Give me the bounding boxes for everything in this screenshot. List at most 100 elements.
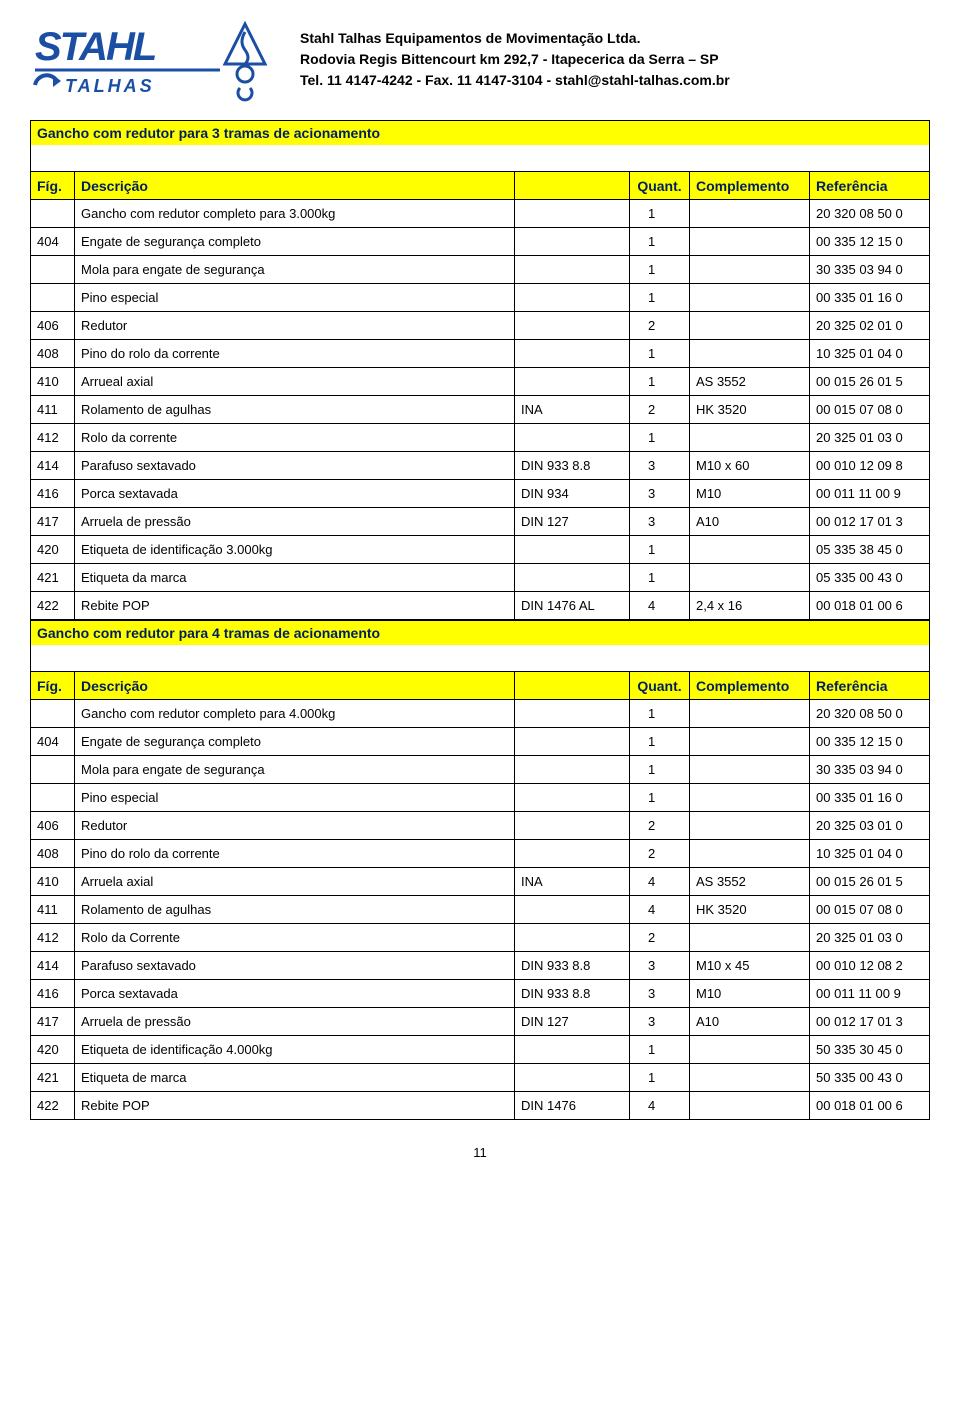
cell-comp [690, 536, 810, 564]
cell-comp [690, 228, 810, 256]
cell-fig: 412 [31, 924, 75, 952]
cell-fig: 408 [31, 340, 75, 368]
cell-fig: 412 [31, 424, 75, 452]
column-header: Descrição [75, 672, 515, 700]
cell-ref: 30 335 03 94 0 [810, 756, 930, 784]
cell-comp: A10 [690, 508, 810, 536]
cell-desc: Pino especial [75, 284, 515, 312]
company-logo: STAHL TALHAS [30, 20, 280, 105]
cell-fig [31, 200, 75, 228]
cell-qty: 1 [630, 256, 690, 284]
column-header: Referência [810, 672, 930, 700]
cell-ref: 00 012 17 01 3 [810, 1008, 930, 1036]
svg-text:TALHAS: TALHAS [65, 76, 155, 96]
cell-comp [690, 756, 810, 784]
cell-ref: 00 018 01 00 6 [810, 1092, 930, 1120]
cell-qty: 1 [630, 424, 690, 452]
cell-desc: Etiqueta da marca [75, 564, 515, 592]
cell-spec: DIN 1476 AL [515, 592, 630, 620]
cell-qty: 2 [630, 812, 690, 840]
cell-fig: 410 [31, 868, 75, 896]
cell-qty: 2 [630, 840, 690, 868]
cell-desc: Pino especial [75, 784, 515, 812]
cell-comp [690, 312, 810, 340]
cell-ref: 00 012 17 01 3 [810, 508, 930, 536]
cell-desc: Rolamento de agulhas [75, 896, 515, 924]
cell-qty: 3 [630, 452, 690, 480]
table-row: 404Engate de segurança completo100 335 1… [31, 728, 930, 756]
cell-qty: 3 [630, 508, 690, 536]
cell-qty: 1 [630, 200, 690, 228]
cell-ref: 50 335 30 45 0 [810, 1036, 930, 1064]
column-header: Quant. [630, 172, 690, 200]
cell-desc: Mola para engate de segurança [75, 256, 515, 284]
cell-comp [690, 564, 810, 592]
cell-spec [515, 1036, 630, 1064]
cell-comp: M10 x 60 [690, 452, 810, 480]
cell-comp: HK 3520 [690, 896, 810, 924]
table-row: 412Rolo da Corrente220 325 01 03 0 [31, 924, 930, 952]
cell-fig: 410 [31, 368, 75, 396]
company-contact: Tel. 11 4147-4242 - Fax. 11 4147-3104 - … [300, 70, 730, 91]
cell-comp: A10 [690, 1008, 810, 1036]
table-row: 417Arruela de pressãoDIN 1273A1000 012 1… [31, 1008, 930, 1036]
cell-qty: 3 [630, 952, 690, 980]
cell-fig: 411 [31, 396, 75, 424]
cell-comp [690, 1036, 810, 1064]
cell-qty: 1 [630, 728, 690, 756]
cell-desc: Rolo da Corrente [75, 924, 515, 952]
cell-ref: 30 335 03 94 0 [810, 256, 930, 284]
cell-comp [690, 340, 810, 368]
cell-desc: Rolo da corrente [75, 424, 515, 452]
cell-comp: M10 x 45 [690, 952, 810, 980]
cell-spec [515, 256, 630, 284]
cell-ref: 10 325 01 04 0 [810, 340, 930, 368]
page-number: 11 [30, 1145, 930, 1160]
table-row: Mola para engate de segurança 1 30 335 03 … [31, 256, 930, 284]
cell-qty: 3 [630, 1008, 690, 1036]
cell-qty: 1 [630, 284, 690, 312]
cell-qty: 4 [630, 592, 690, 620]
table-row: 410Arruela axialINA4AS 355200 015 26 01 … [31, 868, 930, 896]
cell-desc: Gancho com redutor completo para 3.000kg [75, 200, 515, 228]
cell-spec [515, 700, 630, 728]
cell-comp [690, 840, 810, 868]
cell-ref: 20 325 02 01 0 [810, 312, 930, 340]
column-header: Quant. [630, 672, 690, 700]
cell-desc: Arruela de pressão [75, 508, 515, 536]
column-header [515, 672, 630, 700]
cell-ref: 00 010 12 09 8 [810, 452, 930, 480]
cell-fig: 416 [31, 980, 75, 1008]
cell-ref: 00 015 07 08 0 [810, 896, 930, 924]
cell-desc: Arruela de pressão [75, 1008, 515, 1036]
cell-desc: Parafuso sextavado [75, 952, 515, 980]
cell-qty: 1 [630, 228, 690, 256]
cell-desc: Arrueal axial [75, 368, 515, 396]
cell-desc: Rebite POP [75, 1092, 515, 1120]
cell-fig: 408 [31, 840, 75, 868]
cell-desc: Gancho com redutor completo para 4.000kg [75, 700, 515, 728]
table-row: 420Etiqueta de identificação 4.000kg150 … [31, 1036, 930, 1064]
table-row: 410Arrueal axial1AS 355200 015 26 01 5 [31, 368, 930, 396]
cell-spec: DIN 933 8.8 [515, 452, 630, 480]
section-title: Gancho com redutor para 3 tramas de acio… [30, 120, 930, 145]
cell-comp [690, 784, 810, 812]
cell-qty: 4 [630, 868, 690, 896]
cell-spec: DIN 933 8.8 [515, 952, 630, 980]
table-row: 411Rolamento de agulhas4HK 352000 015 07… [31, 896, 930, 924]
cell-comp [690, 284, 810, 312]
cell-ref: 05 335 38 45 0 [810, 536, 930, 564]
table-row: Pino especial100 335 01 16 0 [31, 284, 930, 312]
cell-desc: Redutor [75, 812, 515, 840]
cell-spec: DIN 127 [515, 508, 630, 536]
cell-qty: 1 [630, 368, 690, 396]
cell-ref: 20 325 01 03 0 [810, 924, 930, 952]
column-header: Complemento [690, 172, 810, 200]
cell-fig: 416 [31, 480, 75, 508]
section-gap [30, 145, 930, 171]
cell-ref: 00 335 12 15 0 [810, 228, 930, 256]
cell-fig: 422 [31, 592, 75, 620]
cell-desc: Mola para engate de segurança [75, 756, 515, 784]
cell-ref: 00 015 07 08 0 [810, 396, 930, 424]
cell-desc: Arruela axial [75, 868, 515, 896]
